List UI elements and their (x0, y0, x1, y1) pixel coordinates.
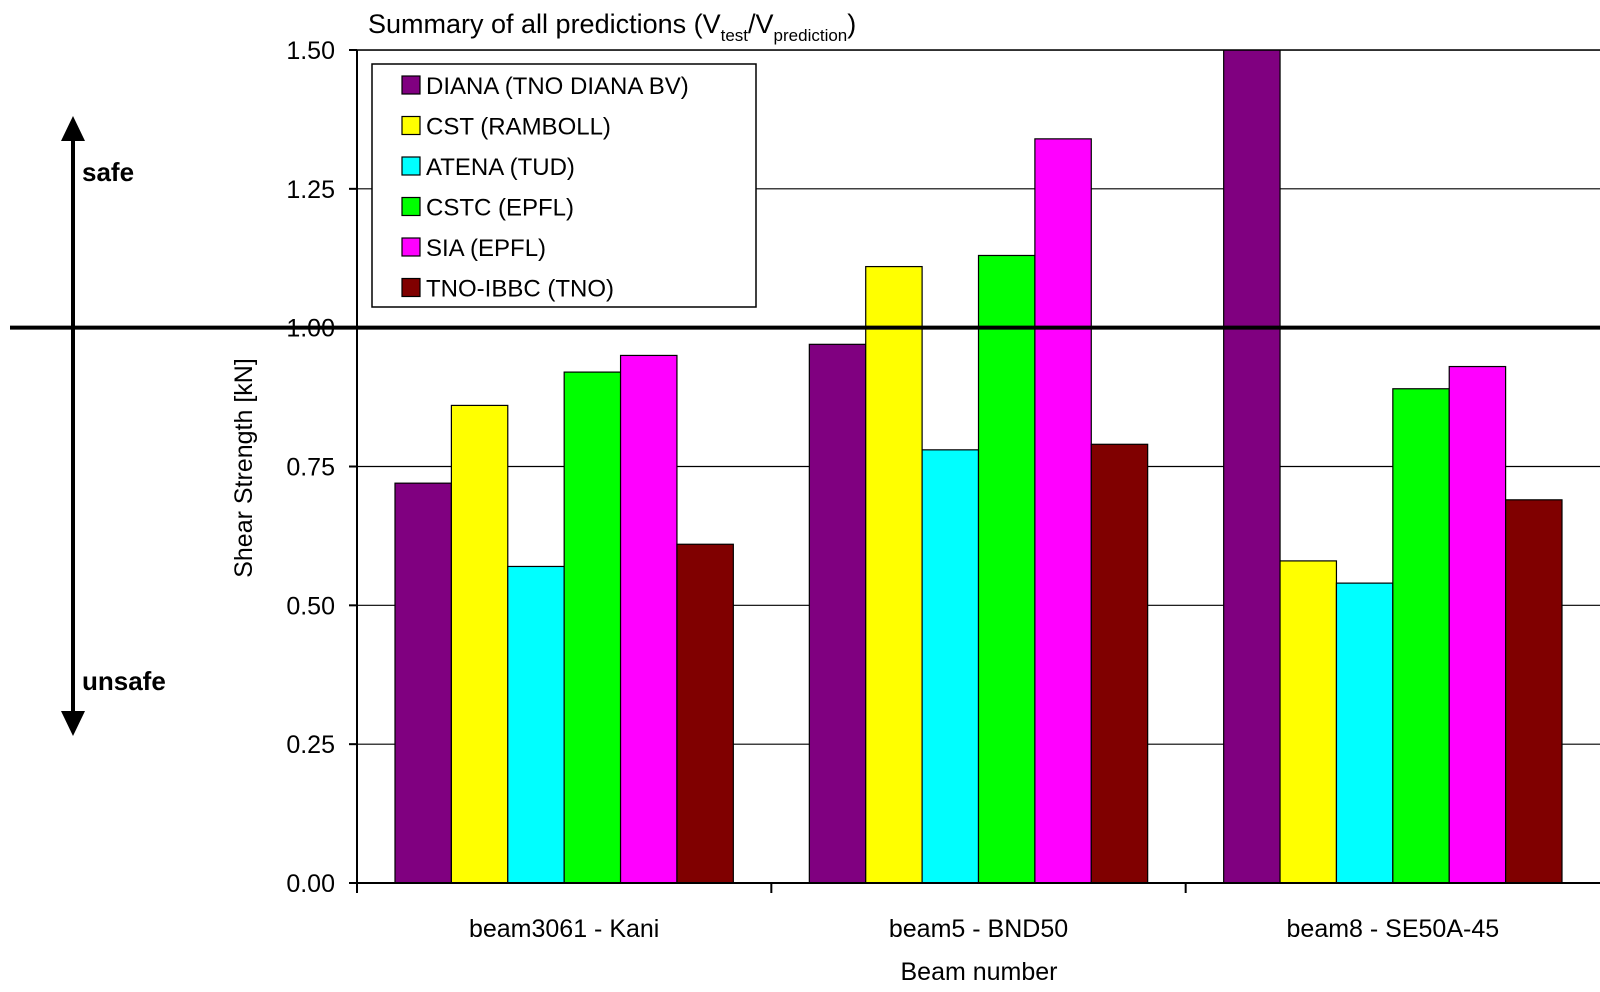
bar (394, 482, 452, 883)
y-axis-title: Shear Strength [kN] (230, 358, 258, 578)
x-axis-title: Beam number (900, 958, 1057, 986)
bar (808, 343, 867, 883)
bar (977, 254, 1036, 883)
y-tick-label: 1.25 (286, 176, 335, 204)
safety-annotation: safe unsafe (61, 116, 166, 736)
bar (619, 354, 678, 883)
bar (1090, 443, 1149, 883)
unsafe-label: unsafe (82, 666, 166, 696)
y-tick-label: 0.00 (286, 870, 335, 898)
bar (1505, 499, 1563, 883)
legend-label: CSTC (EPFL) (426, 195, 574, 222)
chart-title-prefix: Summary of all predictions (V (368, 9, 721, 39)
x-axis: beam3061 - Kani beam5 - BND50 beam8 - SE50… (356, 883, 1500, 943)
safe-label: safe (82, 157, 134, 187)
y-tick-label: 1.50 (286, 37, 335, 65)
chart-title-suffix: ) (847, 9, 856, 39)
legend: DIANA (TNO DIANA BV) CST (RAMBOLL) ATENA (… (371, 63, 757, 308)
bar (1335, 582, 1394, 883)
legend-swatch (401, 237, 421, 257)
chart-title-slash: /V (748, 9, 774, 39)
legend-box (371, 63, 757, 308)
legend-swatch (401, 115, 421, 136)
arrow-down-icon (61, 711, 85, 736)
bar (1392, 388, 1450, 883)
legend-swatch (401, 277, 421, 298)
bar (921, 449, 980, 883)
legend-swatch (401, 156, 421, 176)
bar (865, 265, 923, 883)
bar (563, 371, 622, 883)
bar (1223, 50, 1281, 883)
legend-items: DIANA (TNO DIANA BV) CST (RAMBOLL) ATENA (… (401, 73, 689, 303)
y-tick-label: 0.50 (286, 592, 335, 620)
x-category-label: beam5 - BND50 (889, 915, 1068, 943)
x-category-label: beam3061 - Kani (469, 915, 659, 943)
bar (676, 543, 734, 883)
bar (1279, 560, 1338, 883)
chart-title: Summary of all predictions (Vtest/Vpredi… (368, 9, 856, 45)
bar (1448, 365, 1507, 883)
chart-title-sub2: prediction (774, 26, 848, 45)
bar (1034, 138, 1092, 883)
legend-label: ATENA (TUD) (426, 154, 575, 181)
y-tick-label: 0.25 (286, 731, 335, 759)
bar (450, 404, 509, 883)
legend-swatch (401, 196, 421, 217)
legend-swatch (401, 75, 421, 95)
y-tick-label: 0.75 (286, 454, 335, 482)
legend-label: CST (RAMBOLL) (426, 114, 611, 141)
arrow-up-icon (61, 116, 85, 141)
bars (394, 50, 1563, 883)
x-category-label: beam8 - SE50A-45 (1287, 915, 1500, 943)
y-axis: 0.000.250.500.751.001.251.50 (286, 37, 357, 898)
chart-title-sub1: test (721, 26, 749, 45)
legend-label: DIANA (TNO DIANA BV) (426, 73, 689, 100)
legend-label: TNO-IBBC (TNO) (426, 276, 614, 303)
legend-label: SIA (EPFL) (426, 235, 546, 262)
bar (507, 565, 565, 883)
